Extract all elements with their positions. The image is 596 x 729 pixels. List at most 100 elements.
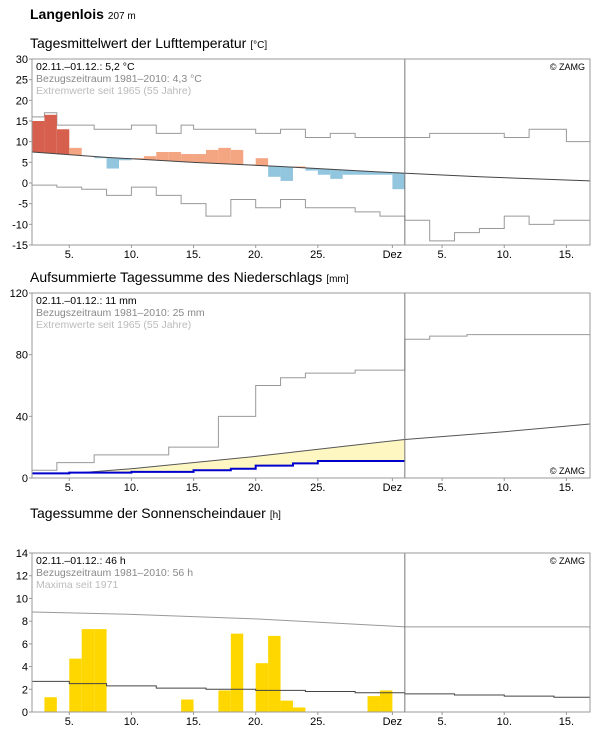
bar bbox=[94, 156, 107, 159]
y-tick-label: 10 bbox=[16, 137, 28, 149]
x-tick-label: Dez bbox=[383, 482, 403, 494]
bar bbox=[255, 158, 269, 166]
bar bbox=[268, 635, 281, 712]
y-tick-label: 25 bbox=[16, 75, 28, 87]
info-text: 02.11.–01.12.: 11 mm bbox=[36, 295, 137, 307]
bar bbox=[143, 156, 157, 160]
x-tick-label: 15. bbox=[186, 716, 201, 728]
y-tick-label: 0 bbox=[22, 178, 28, 190]
x-tick-label: 25. bbox=[310, 482, 325, 494]
title-text: Tagessumme der Sonnenscheindauer bbox=[30, 505, 266, 521]
chart-title: Aufsummierte Tagessumme des Niederschlag… bbox=[30, 269, 349, 285]
bar bbox=[193, 154, 206, 163]
chart-title: Tagessumme der Sonnenscheindauer [h] bbox=[30, 505, 281, 521]
plot-background bbox=[32, 293, 590, 478]
y-tick-label: 6 bbox=[22, 639, 28, 651]
y-tick-label: 10 bbox=[16, 593, 28, 605]
bar bbox=[69, 658, 82, 712]
chart-panel: Tagessumme der Sonnenscheindauer [h] 0 2 4 6 8… bbox=[16, 505, 591, 728]
x-tick-label: 20. bbox=[248, 482, 263, 494]
bar bbox=[379, 172, 393, 175]
step-line bbox=[32, 334, 590, 471]
y-tick-label: 14 bbox=[16, 548, 28, 560]
x-tick-label: 25. bbox=[310, 249, 325, 261]
bar bbox=[230, 633, 244, 712]
bar bbox=[32, 121, 45, 153]
x-tick-label: 5. bbox=[65, 716, 74, 728]
x-tick-label: 15. bbox=[559, 482, 574, 494]
y-tick-label: 80 bbox=[16, 350, 28, 362]
plot-frame bbox=[31, 292, 591, 479]
series-line bbox=[32, 151, 590, 182]
bar bbox=[168, 152, 182, 162]
info-text: Bezugszeitraum 1981–2010: 25 mm bbox=[36, 307, 205, 319]
plot-area bbox=[32, 334, 590, 478]
info-text: Bezugszeitraum 1981–2010: 56 h bbox=[36, 567, 193, 579]
plot-area bbox=[32, 611, 590, 712]
bar bbox=[292, 707, 306, 712]
y-tick-label: 120 bbox=[10, 288, 28, 300]
plot-frame bbox=[31, 58, 591, 246]
x-tick-label: 10. bbox=[124, 249, 139, 261]
y-tick-label: 15 bbox=[16, 116, 28, 128]
credit: © ZAMG bbox=[550, 556, 585, 566]
bar bbox=[255, 663, 269, 712]
y-tick-label: 8 bbox=[22, 616, 28, 628]
y-tick-label: 0 bbox=[22, 707, 28, 719]
step-line bbox=[32, 460, 405, 475]
bar bbox=[44, 114, 57, 154]
series-line bbox=[32, 423, 590, 477]
x-tick-label: 15. bbox=[559, 249, 574, 261]
bar bbox=[367, 171, 380, 175]
info-text: Extremwerte seit 1965 (55 Jahre) bbox=[36, 85, 191, 97]
step-line bbox=[32, 112, 590, 143]
plot-area bbox=[32, 112, 590, 242]
plot-background bbox=[32, 59, 590, 245]
bar bbox=[69, 147, 82, 156]
chart-title: Tagesmittelwert der Lufttemperatur [°C] bbox=[30, 35, 267, 51]
title-unit: [mm] bbox=[326, 274, 348, 285]
x-tick-label: 10. bbox=[497, 716, 512, 728]
bar bbox=[230, 149, 244, 165]
bar bbox=[56, 129, 70, 155]
bar bbox=[218, 690, 231, 712]
y-tick-label: 30 bbox=[16, 54, 28, 66]
credit: © ZAMG bbox=[550, 62, 585, 72]
credit: © ZAMG bbox=[550, 466, 585, 476]
bar bbox=[379, 690, 393, 712]
y-tick-label: 12 bbox=[16, 571, 28, 583]
y-tick-label: 4 bbox=[22, 662, 28, 674]
plot-frame bbox=[31, 552, 591, 713]
chart-panel: Tagesmittelwert der Lufttemperatur [°C] -1… bbox=[12, 35, 591, 261]
series-area bbox=[32, 461, 405, 478]
bar bbox=[181, 699, 194, 712]
x-tick-label: 5. bbox=[438, 482, 447, 494]
y-tick-label: -5 bbox=[18, 199, 28, 211]
info-text: Extremwerte seit 1965 (55 Jahre) bbox=[36, 319, 191, 331]
bar bbox=[181, 154, 194, 162]
title-unit: [°C] bbox=[250, 40, 267, 51]
x-tick-label: 10. bbox=[497, 482, 512, 494]
y-tick-label: -15 bbox=[12, 240, 28, 252]
bar bbox=[118, 158, 132, 161]
step-line bbox=[32, 184, 590, 242]
bar bbox=[317, 168, 331, 175]
bar bbox=[342, 170, 356, 175]
bar bbox=[305, 168, 318, 171]
x-tick-label: 5. bbox=[65, 482, 74, 494]
bar bbox=[205, 149, 219, 164]
y-tick-label: -10 bbox=[12, 219, 28, 231]
x-tick-label: 5. bbox=[438, 249, 447, 261]
y-tick-label: 0 bbox=[22, 473, 28, 485]
series-line bbox=[32, 611, 590, 628]
bar bbox=[106, 157, 119, 169]
x-tick-label: 10. bbox=[124, 482, 139, 494]
x-tick-label: Dez bbox=[383, 249, 403, 261]
chart-panel: Aufsummierte Tagessumme des Niederschlag… bbox=[10, 269, 591, 494]
x-tick-label: 20. bbox=[248, 716, 263, 728]
x-tick-label: 15. bbox=[186, 482, 201, 494]
x-tick-label: 20. bbox=[248, 249, 263, 261]
bar bbox=[218, 147, 231, 164]
station-header: Langenlois 207 m bbox=[30, 6, 136, 22]
